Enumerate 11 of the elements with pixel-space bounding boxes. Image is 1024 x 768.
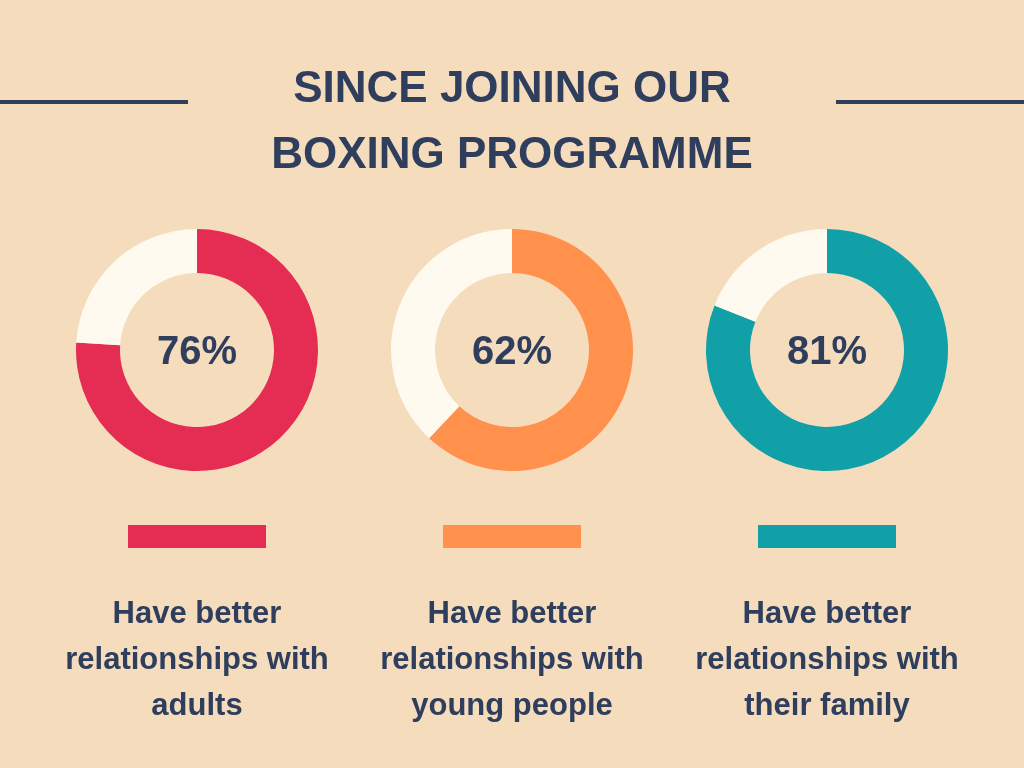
text: Have better relationships with their family: [695, 595, 959, 722]
text: SINCE JOINING OUR BOXING PROGRAMME: [271, 62, 753, 177]
donut-slice: [706, 229, 948, 471]
text: Have better relationships with young people: [380, 595, 644, 722]
donut-slice: [429, 229, 633, 471]
text: 76%: [156, 328, 238, 372]
text: 62%: [471, 328, 553, 372]
donut-slice: [76, 229, 318, 471]
donut-slice: [714, 229, 827, 322]
text: 81%: [786, 328, 868, 372]
text: Have better relationships with adults: [65, 595, 329, 722]
